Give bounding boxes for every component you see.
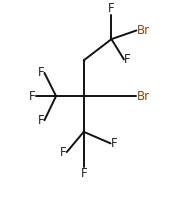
Text: F: F: [124, 53, 130, 66]
Text: F: F: [29, 90, 35, 103]
Text: F: F: [60, 146, 67, 159]
Text: F: F: [38, 66, 44, 79]
Text: Br: Br: [136, 24, 150, 37]
Text: F: F: [38, 114, 44, 127]
Text: F: F: [108, 2, 115, 15]
Text: F: F: [80, 167, 87, 180]
Text: F: F: [111, 137, 117, 150]
Text: Br: Br: [136, 90, 150, 103]
